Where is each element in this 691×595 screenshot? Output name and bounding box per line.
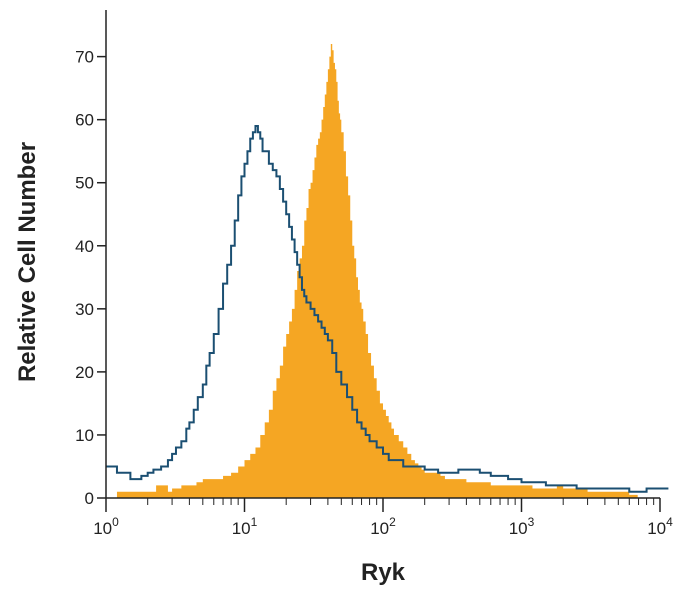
x-ticks: 100 101 102 103 104 bbox=[93, 498, 673, 538]
plot-area: 0 10 20 30 40 50 60 70 100 101 102 103 104 bbox=[75, 10, 673, 538]
series-1-outline-histogram bbox=[106, 124, 669, 493]
y-axis-title: Relative Cell Number bbox=[14, 142, 41, 382]
y-tick-label: 20 bbox=[75, 363, 94, 382]
series-0-filled-histogram bbox=[116, 44, 638, 498]
y-tick-label: 30 bbox=[75, 300, 94, 319]
x-tick-label: 102 bbox=[370, 515, 396, 538]
x-tick-label: 104 bbox=[647, 515, 673, 538]
y-tick-label: 50 bbox=[75, 174, 94, 193]
series-layer bbox=[106, 44, 669, 498]
x-tick-label: 101 bbox=[232, 515, 258, 538]
y-tick-label: 60 bbox=[75, 111, 94, 130]
y-tick-label: 0 bbox=[85, 489, 94, 508]
x-tick-label: 100 bbox=[93, 515, 119, 538]
y-ticks: 0 10 20 30 40 50 60 70 bbox=[75, 48, 106, 508]
y-tick-label: 40 bbox=[75, 237, 94, 256]
y-tick-label: 70 bbox=[75, 48, 94, 67]
y-tick-label: 10 bbox=[75, 426, 94, 445]
x-tick-label: 103 bbox=[509, 515, 535, 538]
x-axis-title: Ryk bbox=[361, 559, 406, 586]
